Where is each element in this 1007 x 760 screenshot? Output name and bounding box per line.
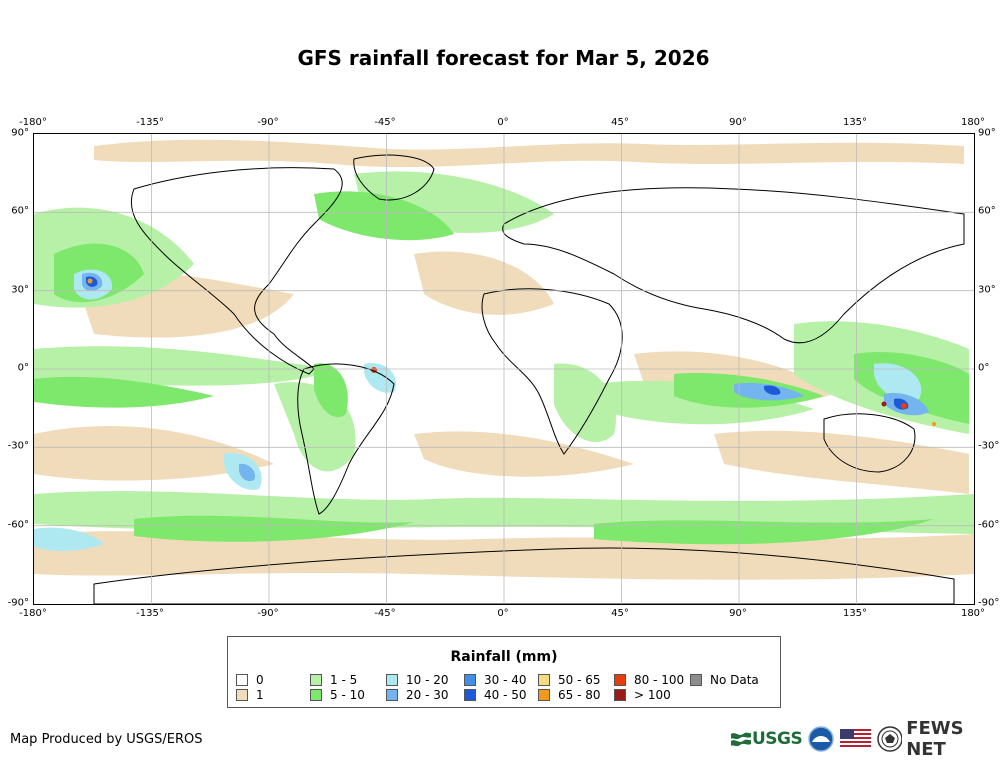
usgs-wordmark: USGS [752, 729, 803, 749]
legend-item: 40 - 50 [464, 688, 527, 702]
legend-swatch [386, 689, 398, 701]
fews-net-wordmark: FEWS NET [906, 718, 964, 760]
lon-label: 180° [960, 608, 986, 619]
lat-label: 0° [17, 362, 29, 374]
lon-label: 0° [497, 117, 509, 128]
usgs-logo: USGS [730, 729, 803, 749]
us-flag-icon [839, 729, 871, 749]
lon-label: 90° [729, 608, 747, 619]
legend-label: 0 [256, 673, 264, 687]
legend-item: 50 - 65 [538, 673, 601, 687]
legend-item: 30 - 40 [464, 673, 527, 687]
legend-label: 80 - 100 [634, 673, 685, 687]
lon-label: 90° [729, 117, 747, 128]
lat-label: -30° [7, 440, 29, 452]
legend-label: 65 - 80 [558, 688, 601, 702]
lat-label: 0° [978, 362, 990, 374]
legend-label: 1 - 5 [330, 673, 358, 687]
lon-label: -135° [136, 608, 164, 619]
lat-label: 60° [11, 205, 29, 217]
lon-label: -45° [374, 117, 396, 128]
lat-label: -90° [7, 597, 29, 609]
legend-label: 10 - 20 [406, 673, 449, 687]
legend-label: > 100 [634, 688, 671, 702]
legend-item: 5 - 10 [310, 688, 365, 702]
lon-label: 45° [611, 608, 629, 619]
lon-label: 135° [842, 117, 868, 128]
legend-swatch [690, 674, 702, 686]
lat-label: -60° [978, 519, 1000, 531]
lat-label: -30° [978, 440, 1000, 452]
map-credit: Map Produced by USGS/EROS [10, 732, 203, 747]
legend-label: 1 [256, 688, 264, 702]
lat-label: -60° [7, 519, 29, 531]
legend-label: 30 - 40 [484, 673, 527, 687]
legend-swatch [464, 674, 476, 686]
logo-strip: USGS FEWS NET [730, 718, 1007, 760]
legend-swatch [236, 689, 248, 701]
rainfall-map-svg [34, 134, 974, 604]
legend-swatch [538, 674, 550, 686]
lat-label: 30° [978, 284, 996, 296]
legend-item: 0 [236, 673, 264, 687]
legend-item: No Data [690, 673, 759, 687]
legend-title: Rainfall (mm) [450, 649, 558, 665]
legend-item: 1 - 5 [310, 673, 357, 687]
legend-swatch [236, 674, 248, 686]
land-outlines [93, 154, 965, 604]
rainfall-legend: Rainfall (mm) 0 1 1 - 5 5 - 10 10 - 20 2… [227, 636, 781, 708]
lon-label: -90° [257, 117, 279, 128]
lon-label: -45° [374, 608, 396, 619]
legend-swatch [614, 674, 626, 686]
usgs-wave-icon [731, 732, 751, 747]
legend-item: 10 - 20 [386, 673, 449, 687]
legend-item: 1 [236, 688, 264, 702]
lat-label: 60° [978, 205, 996, 217]
legend-swatch [538, 689, 550, 701]
rainfall-map[interactable] [33, 133, 975, 605]
map-title: GFS rainfall forecast for Mar 5, 2026 [297, 46, 710, 70]
lon-label: -135° [136, 117, 164, 128]
lon-label: 135° [842, 608, 868, 619]
legend-item: 65 - 80 [538, 688, 601, 702]
state-seal-icon [877, 726, 903, 752]
legend-label: No Data [710, 673, 759, 687]
lon-label: -180° [19, 117, 47, 128]
legend-item: 20 - 30 [386, 688, 449, 702]
lat-label: 90° [11, 127, 29, 139]
noaa-logo-icon [808, 726, 834, 752]
legend-label: 20 - 30 [406, 688, 449, 702]
lat-label: 90° [978, 127, 996, 139]
legend-swatch [310, 674, 322, 686]
legend-item: 80 - 100 [614, 673, 684, 687]
legend-swatch [614, 689, 626, 701]
lat-label: -90° [978, 597, 1000, 609]
lon-label: -90° [257, 608, 279, 619]
legend-item: > 100 [614, 688, 671, 702]
graticule [34, 134, 974, 604]
legend-swatch [386, 674, 398, 686]
lon-label: 180° [960, 117, 986, 128]
lon-label: 45° [611, 117, 629, 128]
lon-label: -180° [19, 608, 47, 619]
legend-label: 5 - 10 [330, 688, 365, 702]
lat-label: 30° [11, 284, 29, 296]
legend-swatch [310, 689, 322, 701]
lon-label: 0° [497, 608, 509, 619]
legend-label: 50 - 65 [558, 673, 601, 687]
legend-swatch [464, 689, 476, 701]
legend-label: 40 - 50 [484, 688, 527, 702]
